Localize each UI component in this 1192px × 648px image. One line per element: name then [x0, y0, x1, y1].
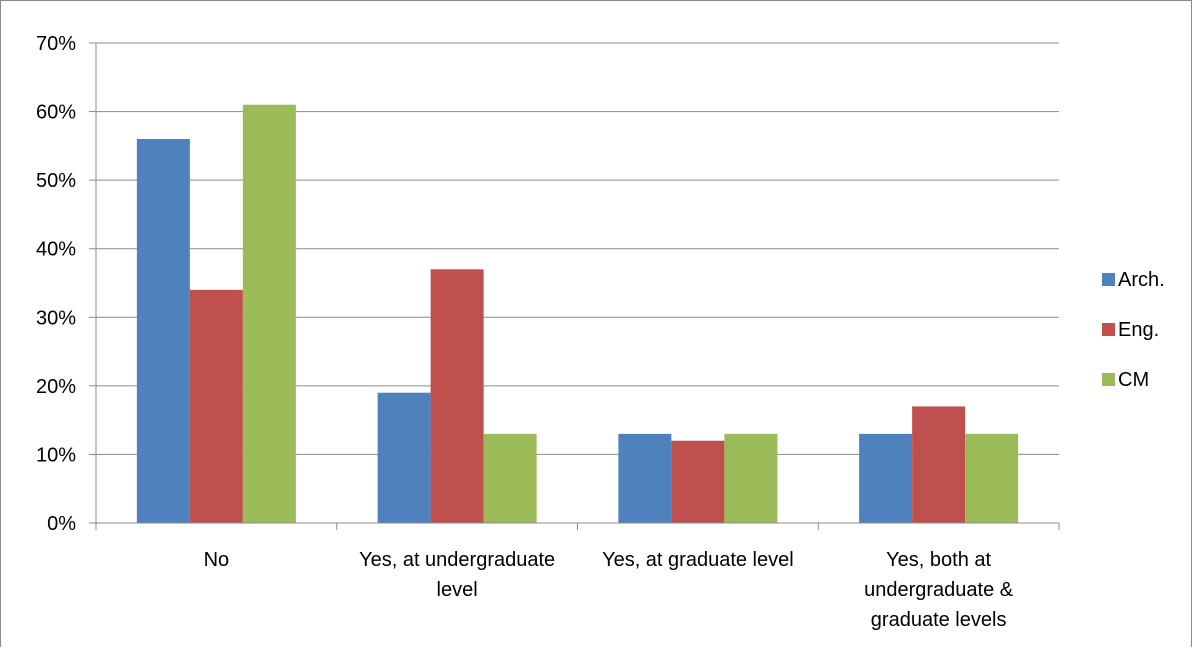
bar: [671, 440, 725, 523]
y-tick-label: 40%: [36, 239, 76, 261]
bar: [189, 289, 243, 523]
bar: [859, 433, 913, 523]
bar: [965, 433, 1019, 523]
y-tick-label: 50%: [36, 170, 76, 192]
axes: [95, 43, 1060, 530]
x-category-label: Yes, at undergraduate level: [359, 549, 555, 601]
legend-swatch: [1102, 373, 1115, 386]
x-category-label: Yes, both at undergraduate & graduate leve…: [864, 549, 1014, 631]
bar: [377, 392, 431, 523]
bar: [242, 104, 296, 523]
legend-swatch: [1102, 323, 1115, 336]
y-tick-label: 10%: [36, 444, 76, 466]
bar: [618, 433, 672, 523]
bar: [483, 433, 537, 523]
bars: [136, 104, 1019, 523]
bar: [724, 433, 778, 523]
y-tick-label: 70%: [36, 33, 76, 55]
x-category-labels: No Yes, at undergraduate level Yes, at grad…: [204, 549, 1014, 631]
bar: [912, 406, 966, 523]
legend: Arch. Eng. CM: [1102, 269, 1165, 391]
y-tick-label: 0%: [47, 513, 76, 535]
y-tick-label: 30%: [36, 307, 76, 329]
legend-label: CM: [1118, 369, 1149, 391]
y-tick-labels: 0% 10% 20% 30% 40% 50% 60% 70%: [36, 33, 76, 535]
legend-label: Eng.: [1118, 319, 1159, 341]
y-tick-label: 60%: [36, 102, 76, 124]
legend-swatch: [1102, 273, 1115, 286]
x-category-label: No: [204, 549, 230, 571]
y-tick-label: 20%: [36, 376, 76, 398]
bar: [430, 269, 484, 523]
bar: [136, 139, 190, 523]
x-category-label: Yes, at graduate level: [602, 549, 794, 571]
legend-label: Arch.: [1118, 269, 1165, 291]
